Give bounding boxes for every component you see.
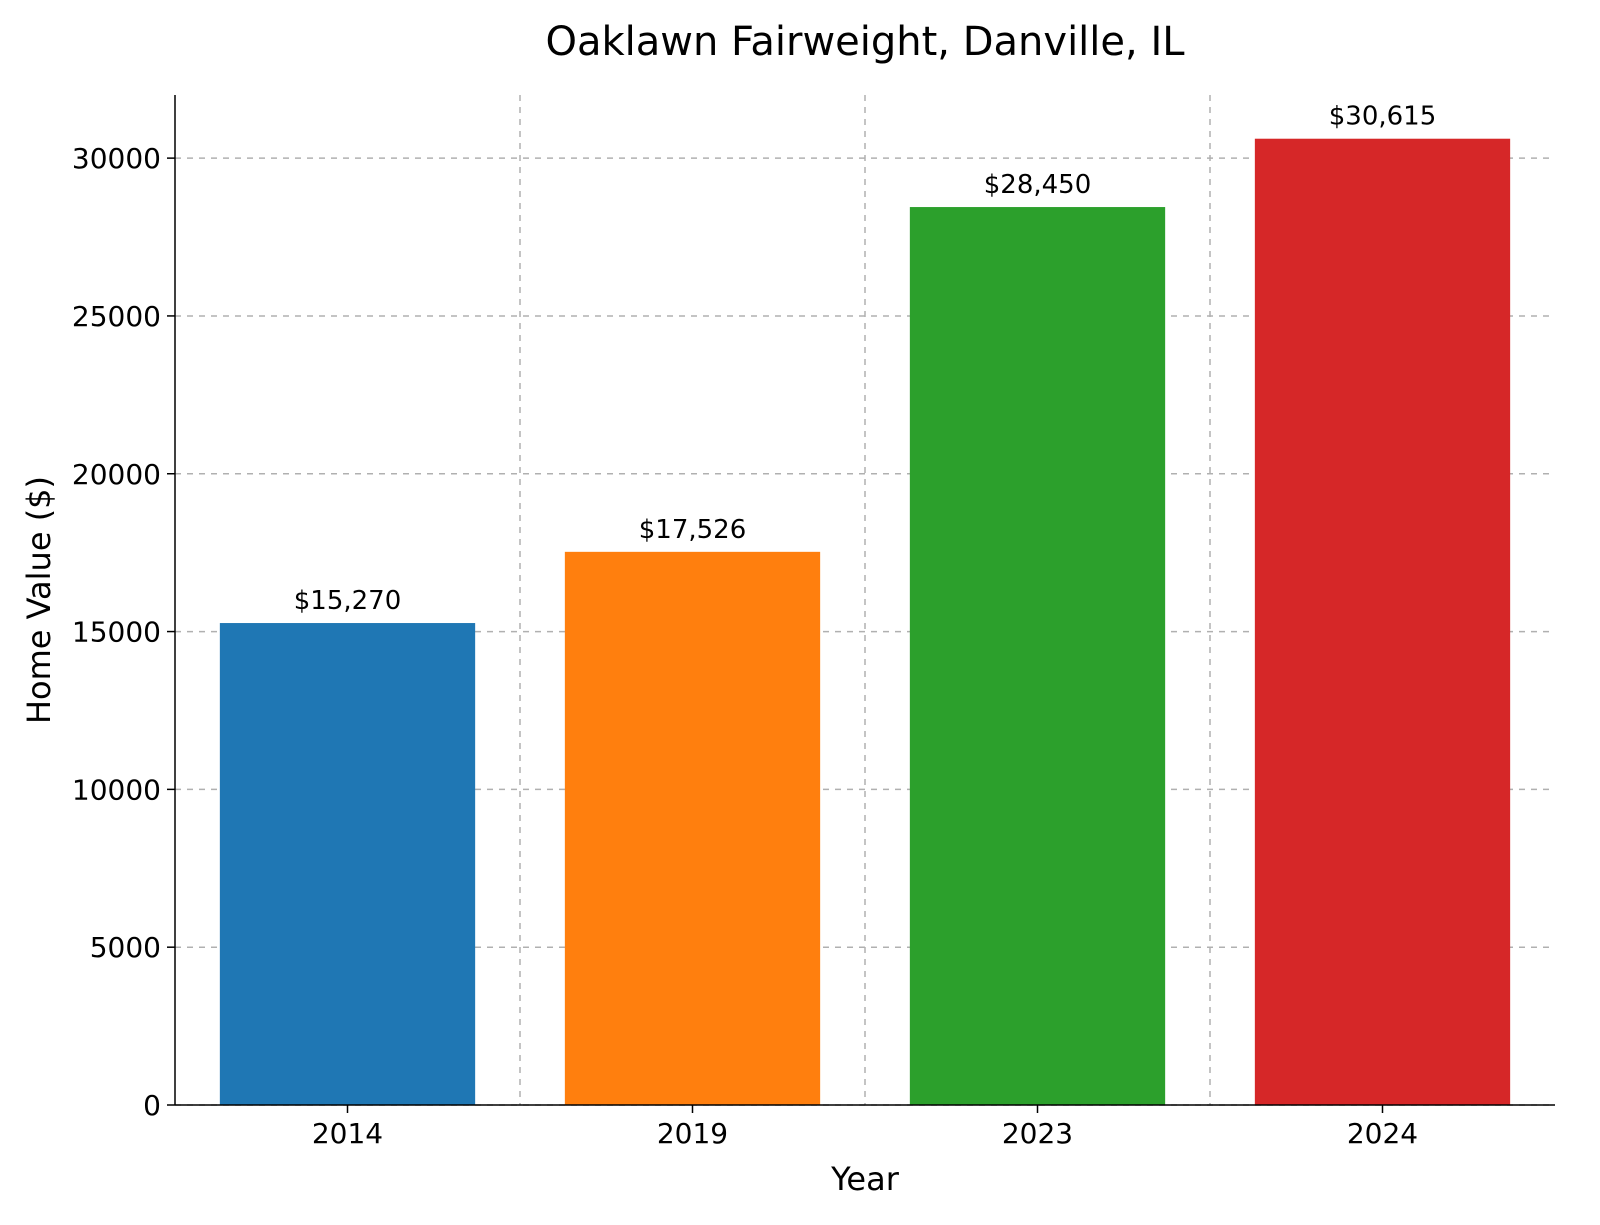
bar-value-label: $30,615 bbox=[1329, 102, 1437, 132]
bar-value-label: $17,526 bbox=[639, 515, 747, 545]
y-axis-label: Home Value ($) bbox=[20, 476, 58, 724]
bar bbox=[565, 552, 820, 1105]
x-axis-tick-label: 2019 bbox=[657, 1117, 728, 1150]
x-axis-tick-label: 2024 bbox=[1347, 1117, 1418, 1150]
x-axis-label: Year bbox=[830, 1160, 900, 1198]
x-axis-tick-label: 2014 bbox=[312, 1117, 383, 1150]
y-axis-tick-label: 0 bbox=[143, 1089, 161, 1122]
bar bbox=[910, 207, 1165, 1105]
chart-svg: $15,270 $17,526 $28,450 $30,615 0 5000 10000 15… bbox=[0, 0, 1600, 1225]
y-axis-tick-label: 15000 bbox=[72, 616, 161, 649]
y-axis-tick-label: 5000 bbox=[90, 931, 161, 964]
bar bbox=[1255, 139, 1510, 1105]
chart-container: $15,270 $17,526 $28,450 $30,615 0 5000 10000 15… bbox=[0, 0, 1600, 1225]
x-axis-tick-label: 2023 bbox=[1002, 1117, 1073, 1150]
bar bbox=[220, 623, 475, 1105]
chart-title: Oaklawn Fairweight, Danville, IL bbox=[545, 19, 1185, 65]
y-axis-tick-label: 30000 bbox=[72, 142, 161, 175]
bar-value-label: $15,270 bbox=[294, 586, 402, 616]
y-axis-tick-label: 10000 bbox=[72, 773, 161, 806]
bar-value-label: $28,450 bbox=[984, 170, 1092, 200]
y-axis-tick-label: 25000 bbox=[72, 300, 161, 333]
y-axis-tick-label: 20000 bbox=[72, 458, 161, 491]
